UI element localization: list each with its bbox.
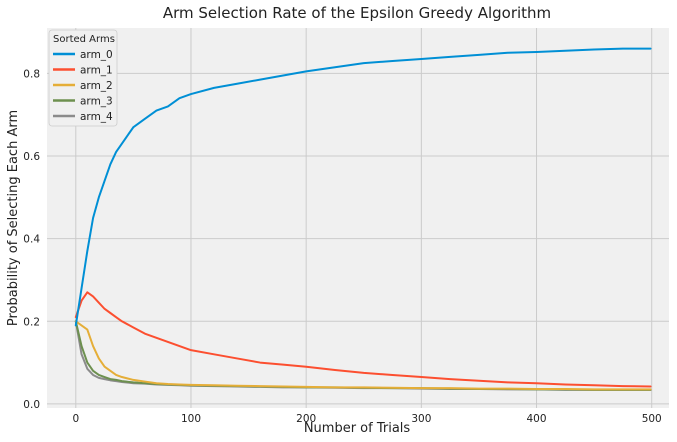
legend-label-arm_0: arm_0 [80, 49, 113, 61]
plot-area [47, 28, 669, 408]
x-tick-label: 100 [181, 413, 201, 425]
y-tick-label: 0.0 [23, 399, 40, 411]
x-axis-label: Number of Trials [304, 421, 411, 436]
legend-label-arm_1: arm_1 [80, 65, 113, 77]
series-line-arm_0 [74, 47, 652, 327]
chart-title: Arm Selection Rate of the Epsilon Greedy… [163, 4, 551, 22]
y-tick-label: 0.8 [23, 68, 40, 80]
series-lines [74, 47, 652, 391]
series-line-arm_1 [74, 291, 652, 388]
y-tick-label: 0.6 [23, 151, 40, 163]
y-tick-labels: 0.0 0.2 0.4 0.6 0.8 [23, 68, 40, 410]
legend: Sorted Arms arm_0 arm_1 arm_2 arm_3 arm_4 [48, 29, 118, 127]
y-axis-label: Probability of Selecting Each Arm [6, 110, 21, 326]
x-tick-label: 200 [296, 413, 316, 425]
x-tick-label: 400 [527, 413, 547, 425]
grid-lines [47, 28, 669, 408]
x-tick-label: 500 [642, 413, 662, 425]
y-tick-label: 0.4 [23, 234, 40, 246]
legend-label-arm_2: arm_2 [80, 80, 113, 92]
series-line-arm_2 [74, 320, 652, 391]
x-tick-labels: 0 100 200 300 400 500 [72, 413, 661, 425]
y-tick-label: 0.2 [23, 316, 40, 328]
legend-title: Sorted Arms [53, 34, 115, 45]
legend-label-arm_4: arm_4 [80, 111, 113, 123]
x-tick-label: 300 [411, 413, 431, 425]
x-tick-label: 0 [72, 413, 79, 425]
legend-label-arm_3: arm_3 [80, 96, 113, 108]
